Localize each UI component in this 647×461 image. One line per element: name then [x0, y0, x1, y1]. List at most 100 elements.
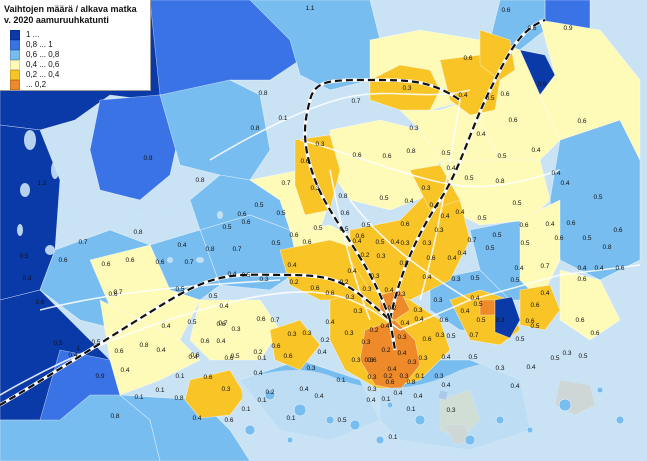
road — [329, 169, 371, 321]
island-layer — [17, 130, 647, 461]
zone-value-label: 0.4 — [393, 390, 402, 397]
zone-value-label: 0.3 — [433, 297, 442, 304]
zone-value-label: 0.6 — [200, 338, 209, 345]
zone-value-label: 0.4 — [422, 274, 431, 281]
zone-value-label: 0.7 — [467, 237, 476, 244]
island — [414, 414, 426, 426]
railway-layer — [0, 18, 546, 407]
railway — [388, 319, 397, 351]
zone-value-label: 0.8 — [258, 90, 267, 97]
zone-value-label: 0.5 — [473, 301, 482, 308]
zone-value-label: 0.4 — [560, 180, 569, 187]
zone-value-label: 0.4 — [414, 316, 423, 323]
zone-value-label: 0.1 — [155, 387, 164, 394]
zone-value-label: 0.3 — [353, 308, 362, 315]
island — [495, 415, 505, 425]
zone-value-label: 0.4 — [476, 131, 485, 138]
zone-value-label: 0.4 — [387, 366, 396, 373]
zone-value-label: 0.3 — [562, 350, 571, 357]
zone-value-label: 0.2 — [320, 337, 329, 344]
zone-value-label: 0.4 — [384, 287, 393, 294]
zone-value-label: 0.6 — [101, 261, 110, 268]
zone-value-label: 0.5 — [446, 333, 455, 340]
zone-value-label: 0.7 — [184, 259, 193, 266]
zone-value-label: 0.5 — [222, 224, 231, 231]
zone-value-label: 0.3 — [407, 359, 416, 366]
zone-area — [369, 64, 441, 111]
island — [615, 415, 625, 425]
island — [325, 415, 335, 425]
zone-value-label: 0.6 — [310, 285, 319, 292]
zone-value-label: 0.3 — [422, 240, 431, 247]
zone-value-label: 0.4 — [299, 386, 308, 393]
zone-value-label: 0.3 — [434, 373, 443, 380]
zone-value-label: 0.3 — [302, 330, 311, 337]
zone-value-label: 0.6 — [500, 91, 509, 98]
zone-value-label: 0.6 — [385, 379, 394, 386]
zone-value-label: 0.6 — [575, 317, 584, 324]
island — [293, 403, 307, 417]
zone-value-label: 0.2 — [265, 389, 274, 396]
zone-value-label: 0.5 — [441, 150, 450, 157]
legend-swatch — [10, 79, 20, 90]
zone-value-label: 0.4 — [510, 383, 519, 390]
zone-value-label: 0.3 — [434, 227, 443, 234]
zone-value-label: 0.4 — [400, 320, 409, 327]
zone-value-label: 0.6 — [325, 290, 334, 297]
zone-value-label: 0.5 — [485, 95, 494, 102]
zone-value-label: 0.5 — [339, 226, 348, 233]
zone-value-label: 0.2 — [360, 252, 369, 259]
zone-value-label: 0.6 — [256, 316, 265, 323]
zone-value-label: 0.4 — [352, 238, 361, 245]
legend-swatch — [10, 69, 20, 80]
road — [399, 264, 641, 331]
zone-value-label: 0.4 — [253, 370, 262, 377]
zone-value-label: 0.6 — [508, 117, 517, 124]
zone-value-label: 0.2 — [369, 327, 378, 334]
zone-value-label: 0.5 — [19, 253, 28, 260]
zone-value-label: 0.4 — [526, 364, 535, 371]
zone-value-label: 0.4 — [594, 265, 603, 272]
zone-value-label: 0.6 — [590, 330, 599, 337]
zone-value-label: 0.6 — [527, 25, 536, 32]
legend-swatch — [10, 39, 20, 50]
zone-value-label: 0.6 — [224, 417, 233, 424]
zone-value-label: 0.5 — [515, 336, 524, 343]
zone-value-label: 0.5 — [497, 153, 506, 160]
legend-item: 1 ... — [10, 29, 39, 40]
zone-value-label: 0.5 — [470, 275, 479, 282]
lake — [166, 207, 174, 213]
zone-value-label: 0.6 — [566, 220, 575, 227]
zone-value-label: 0.4 — [458, 92, 467, 99]
zone-value-label: 0.3 — [367, 374, 376, 381]
railway — [0, 273, 391, 406]
zone-value-label: 0.3 — [361, 339, 370, 346]
island — [375, 435, 385, 445]
lake — [17, 224, 23, 236]
zone-value-label: 0.8 — [406, 379, 415, 386]
legend-swatch — [10, 59, 20, 70]
zone-value-label: 0.3 — [421, 185, 430, 192]
zone-value-label: 0.8 — [602, 244, 611, 251]
zone-value-label: 0.6 — [554, 235, 563, 242]
island — [386, 401, 394, 409]
zone-value-label: 0.4 — [317, 349, 326, 356]
zone-value-label: 0.4 — [460, 308, 469, 315]
zone-value-label: 0.8 — [250, 125, 259, 132]
zone-value-label: 0.7 — [281, 180, 290, 187]
zone-value-label: 0.6 — [114, 348, 123, 355]
lake — [167, 257, 173, 263]
zone-value-label: 0.4 — [227, 271, 236, 278]
zone-value-label: 0.4 — [380, 323, 389, 330]
zone-value-label: 0.8 — [139, 342, 148, 349]
zone-area — [559, 269, 621, 341]
zone-value-label: 0.5 — [271, 240, 280, 247]
zone-value-label: 0.3 — [446, 407, 455, 414]
zone-value-label: 0.3 — [367, 386, 376, 393]
zone-value-label: 0.1 — [336, 377, 345, 384]
zone-area — [494, 296, 521, 339]
legend-swatch — [10, 49, 20, 60]
zone-value-label: 0.3 — [413, 307, 422, 314]
